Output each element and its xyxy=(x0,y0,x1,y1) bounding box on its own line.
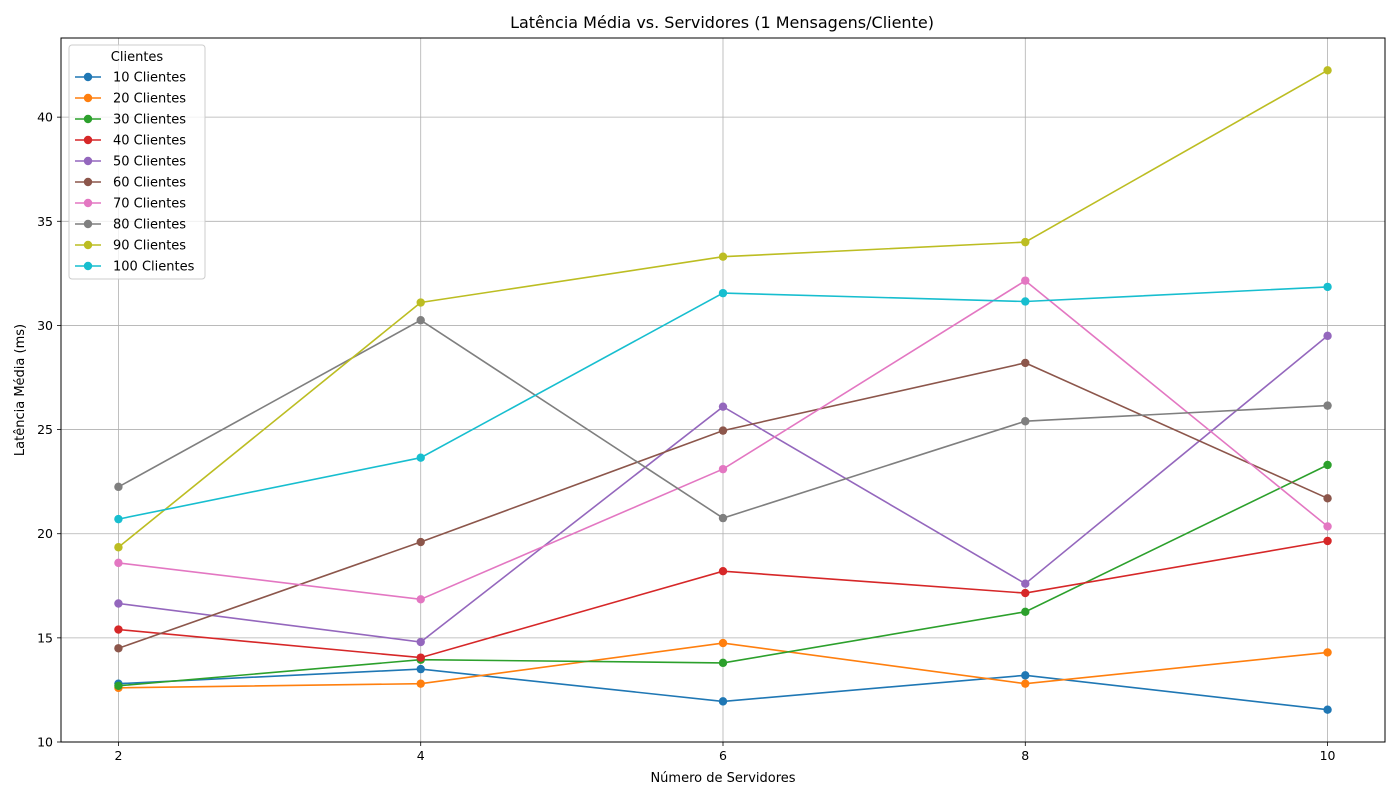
data-point xyxy=(718,567,728,576)
data-point xyxy=(114,644,123,653)
legend-title: Clientes xyxy=(111,50,164,65)
data-point xyxy=(416,453,425,462)
y-tick-label: 20 xyxy=(37,526,53,541)
y-tick-label: 25 xyxy=(37,422,53,437)
y-tick-label: 15 xyxy=(37,630,53,645)
data-point xyxy=(718,426,728,435)
legend-label: 70 Clientes xyxy=(113,197,186,212)
y-tick-label: 10 xyxy=(37,735,53,750)
data-point xyxy=(1021,297,1030,306)
data-point xyxy=(416,679,425,688)
legend-marker xyxy=(83,156,93,166)
legend-marker xyxy=(83,198,93,208)
legend-marker xyxy=(83,240,93,250)
legend-marker xyxy=(83,114,93,124)
data-point xyxy=(718,638,728,648)
data-point xyxy=(416,298,425,307)
x-tick-label: 10 xyxy=(1320,748,1336,763)
data-point xyxy=(114,482,123,492)
legend-label: 100 Clientes xyxy=(113,260,195,275)
y-axis: 10 15 20 25 30 35 40 xyxy=(37,110,61,750)
x-tick-label: 8 xyxy=(1021,748,1029,763)
legend-marker xyxy=(83,135,93,145)
x-tick-label: 2 xyxy=(114,748,122,763)
data-point xyxy=(718,658,728,668)
data-point xyxy=(416,637,425,647)
data-point xyxy=(718,513,728,523)
data-point xyxy=(114,514,123,524)
x-tick-label: 4 xyxy=(417,748,425,763)
legend-label: 80 Clientes xyxy=(113,218,186,233)
legend-marker xyxy=(83,72,93,82)
data-point xyxy=(1323,536,1332,546)
chart-title: Latência Média vs. Servidores (1 Mensage… xyxy=(510,13,934,32)
legend-marker xyxy=(83,177,93,187)
legend-marker xyxy=(83,261,93,271)
data-point xyxy=(1323,494,1332,503)
data-point xyxy=(1021,237,1030,247)
legend-label: 90 Clientes xyxy=(113,239,186,254)
legend-label: 40 Clientes xyxy=(113,134,186,149)
data-point xyxy=(1323,401,1332,410)
data-point xyxy=(1021,579,1030,588)
data-point xyxy=(416,653,425,662)
data-point xyxy=(718,288,728,298)
data-point xyxy=(416,316,425,325)
y-axis-label: Latência Média (ms) xyxy=(13,324,28,456)
data-point xyxy=(1323,331,1332,341)
legend-label: 50 Clientes xyxy=(113,155,186,170)
legend-label: 60 Clientes xyxy=(113,176,186,191)
data-point xyxy=(416,595,425,604)
data-point xyxy=(1021,358,1030,368)
data-point xyxy=(1021,588,1030,598)
data-point xyxy=(1021,671,1030,680)
data-point xyxy=(1021,679,1030,688)
legend-marker xyxy=(83,93,93,103)
legend: Clientes 10 Clientes 20 Clientes 30 Client… xyxy=(68,44,206,280)
legend-label: 10 Clientes xyxy=(113,71,186,86)
data-point xyxy=(1021,417,1030,426)
data-point xyxy=(1323,648,1332,657)
data-point xyxy=(1323,282,1332,292)
x-tick-label: 6 xyxy=(719,748,727,763)
data-point xyxy=(718,252,728,261)
legend-marker xyxy=(83,219,93,229)
data-point xyxy=(1323,522,1332,531)
y-tick-label: 40 xyxy=(37,110,53,125)
data-point xyxy=(1021,607,1030,617)
x-axis-label: Número de Servidores xyxy=(650,771,795,786)
data-point xyxy=(718,697,728,706)
grid xyxy=(61,38,1385,743)
data-point xyxy=(718,464,728,474)
data-point xyxy=(114,543,123,552)
data-point xyxy=(1323,705,1332,714)
data-point xyxy=(114,599,123,608)
legend-box xyxy=(68,44,206,280)
series-group xyxy=(114,66,1332,714)
data-point xyxy=(114,681,123,690)
y-tick-label: 35 xyxy=(37,214,53,229)
data-point xyxy=(1323,66,1332,75)
y-tick-label: 30 xyxy=(37,318,53,333)
data-point xyxy=(1021,276,1030,285)
legend-label: 30 Clientes xyxy=(113,113,186,128)
data-point xyxy=(718,402,728,411)
data-point xyxy=(416,537,425,547)
legend-label: 20 Clientes xyxy=(113,92,186,107)
data-point xyxy=(416,664,425,674)
x-axis: 2 4 6 8 10 xyxy=(114,742,1336,763)
data-point xyxy=(1323,460,1332,470)
data-point xyxy=(114,625,123,634)
data-point xyxy=(114,558,123,568)
